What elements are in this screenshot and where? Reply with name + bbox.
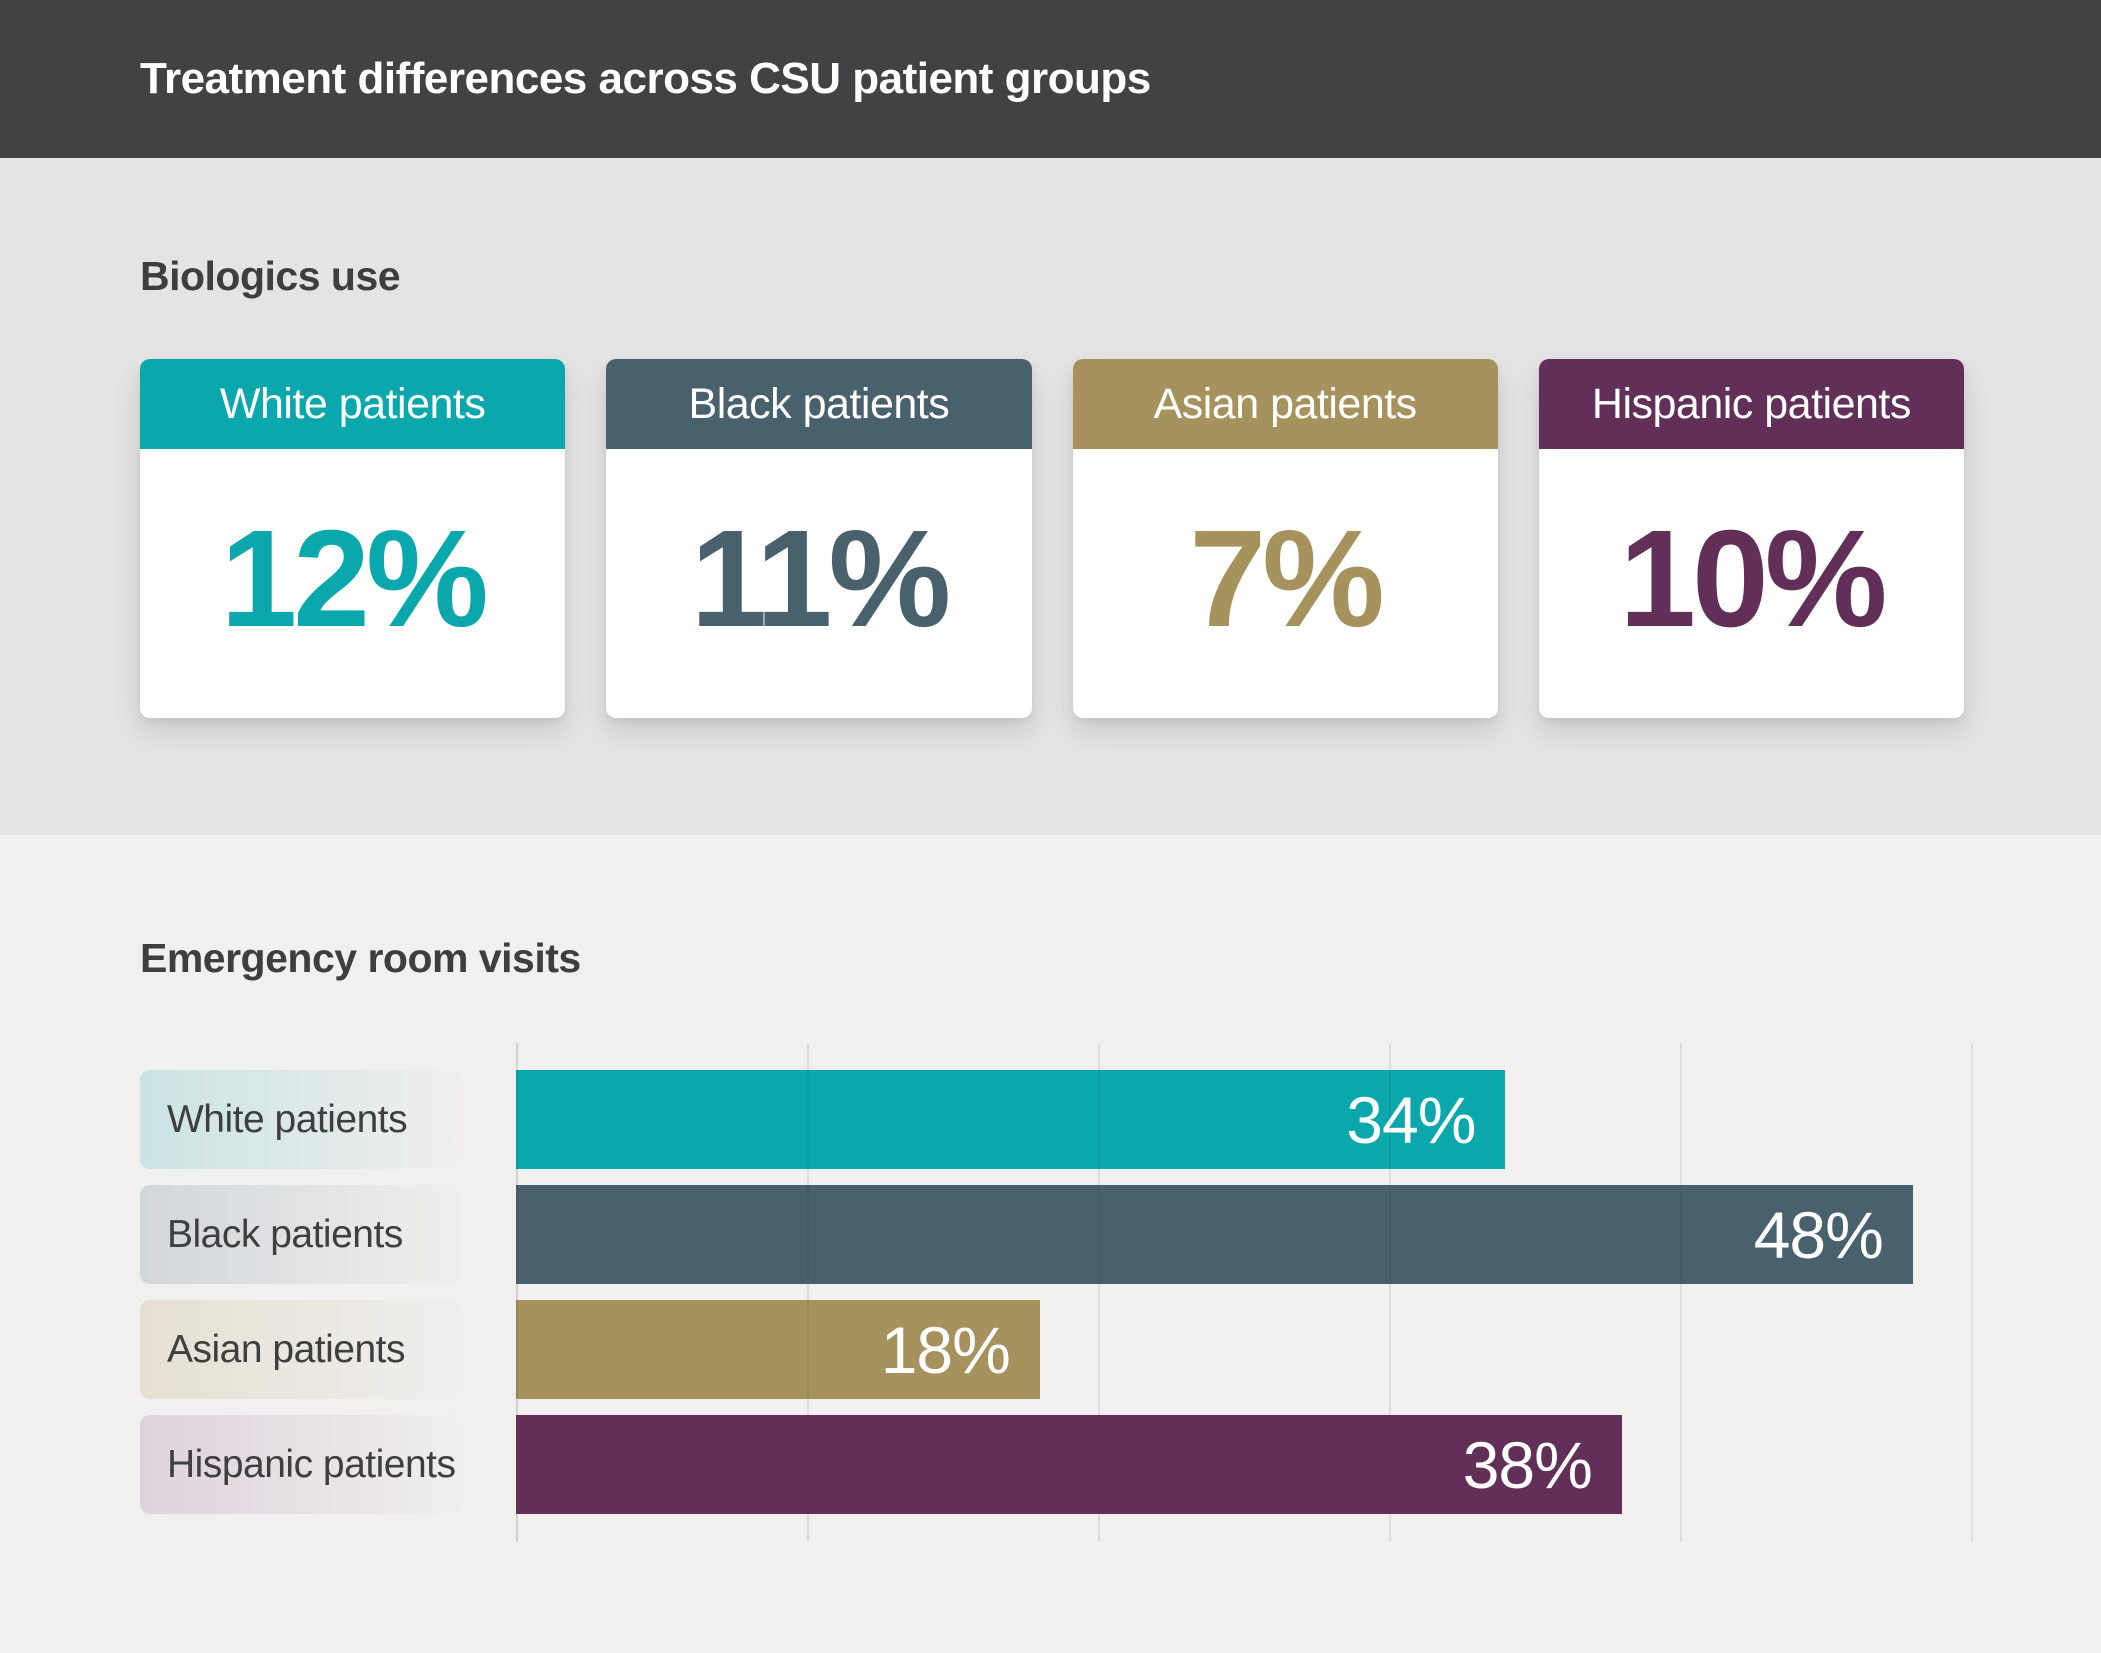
row-gap [463, 1415, 516, 1514]
header-bar: Treatment differences across CSU patient… [0, 0, 2101, 158]
bar-value-label: 38% [1462, 1427, 1593, 1502]
stat-card-body: 10% [1539, 449, 1964, 718]
page-title: Treatment differences across CSU patient… [140, 54, 1151, 103]
stat-card-value: 11% [690, 501, 952, 656]
row-label-pill: Asian patients [140, 1300, 463, 1399]
chart-row-hispanic: Hispanic patients 38% [140, 1415, 1971, 1514]
bar-black: 48% [516, 1185, 1913, 1284]
row-label: Asian patients [167, 1327, 406, 1371]
gridline-50 [1971, 1043, 1973, 1542]
stat-card-header: Asian patients [1072, 359, 1498, 449]
stat-card-label: Asian patients [1153, 379, 1418, 428]
bar-track: 34% [516, 1070, 1971, 1169]
row-label-pill: White patients [140, 1070, 463, 1169]
stat-cards-row: White patients 12% Black patients 11% As… [140, 359, 1964, 718]
row-label: Hispanic patients [167, 1442, 456, 1486]
bar-track: 18% [516, 1300, 1971, 1399]
stat-card-body: 12% [140, 449, 565, 718]
biologics-heading: Biologics use [140, 253, 401, 299]
stat-card-hispanic: Hispanic patients 10% [1538, 359, 1964, 718]
chart-row-black: Black patients 48% [140, 1185, 1971, 1284]
row-label-pill: Hispanic patients [140, 1415, 463, 1514]
row-gap [463, 1070, 516, 1169]
stat-card-body: 7% [1073, 449, 1498, 718]
stat-card-label: Black patients [688, 379, 950, 428]
chart-rows: White patients 34% Black patients [140, 1070, 1971, 1514]
row-label: Black patients [167, 1212, 403, 1256]
bar-track: 48% [516, 1185, 1971, 1284]
bar-white: 34% [516, 1070, 1506, 1169]
chart-row-white: White patients 34% [140, 1070, 1971, 1169]
stat-card-header: Black patients [606, 359, 1032, 449]
bar-track: 38% [516, 1415, 1971, 1514]
chart-row-asian: Asian patients 18% [140, 1300, 1971, 1399]
stat-card-black: Black patients 11% [606, 359, 1032, 718]
stat-card-header: Hispanic patients [1538, 359, 1964, 449]
stat-card-white: White patients 12% [140, 359, 566, 718]
row-label: White patients [167, 1097, 408, 1141]
stat-card-value: 12% [220, 501, 489, 656]
stat-card-value: 7% [1189, 501, 1384, 656]
stat-card-value: 10% [1619, 501, 1887, 656]
section-biologics: Biologics use White patients 12% Black p… [0, 158, 2101, 835]
stat-card-asian: Asian patients 7% [1072, 359, 1498, 718]
row-gap [463, 1300, 516, 1399]
bar-value-label: 48% [1753, 1197, 1884, 1272]
stat-card-label: White patients [219, 379, 486, 428]
row-gap [463, 1185, 516, 1284]
er-heading: Emergency room visits [140, 935, 581, 981]
bar-hispanic: 38% [516, 1415, 1622, 1514]
stat-card-body: 11% [606, 449, 1031, 718]
section-er-visits: Emergency room visits White patients 34% [0, 835, 2101, 1653]
row-label-pill: Black patients [140, 1185, 463, 1284]
stat-card-header: White patients [140, 359, 566, 449]
er-bar-chart: White patients 34% Black patients [140, 1043, 1973, 1542]
bar-asian: 18% [516, 1300, 1040, 1399]
stat-card-label: Hispanic patients [1591, 379, 1911, 428]
bar-value-label: 18% [880, 1312, 1011, 1387]
bar-value-label: 34% [1346, 1082, 1476, 1157]
